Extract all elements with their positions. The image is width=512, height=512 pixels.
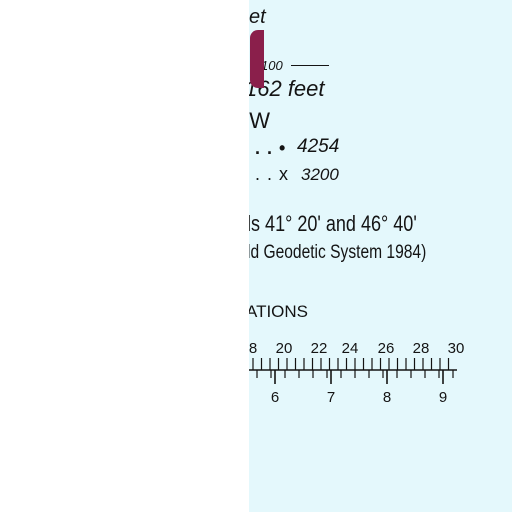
scale-bottom-label: 8	[383, 389, 391, 406]
scale-ticks	[249, 358, 457, 384]
contour-interval-line	[291, 65, 329, 66]
contour-interval-label: 100	[261, 58, 283, 73]
scale-top-label: 20	[276, 340, 293, 357]
corner-color-mark	[250, 30, 264, 88]
scale-top-label: 28	[413, 340, 430, 357]
spot-elevation-value-1: 4254	[297, 136, 340, 157]
latitude-range-text: ls 41° 20' and 46° 40'	[249, 211, 417, 236]
spot-elevation-leader-2: . . x	[255, 164, 290, 184]
meters-feet-conversion-scale: 8 20 22 24 26 28 30 6 7 8 9	[249, 340, 464, 406]
conversion-heading: ATIONS	[249, 302, 309, 321]
scale-bottom-label: 6	[271, 389, 279, 406]
scale-top-label: 22	[311, 340, 328, 357]
scale-bottom-label: 9	[439, 389, 447, 406]
scale-bottom-label: 7	[327, 389, 335, 406]
scale-top-label: 8	[249, 340, 257, 357]
scale-top-label: 24	[342, 340, 359, 357]
spot-elevation-value-2: 3200	[301, 165, 339, 184]
feet-fragment-text: et	[249, 6, 266, 28]
datum-text: ld Geodetic System 1984)	[249, 242, 427, 263]
scale-top-label: 26	[378, 340, 395, 357]
scale-top-labels: 8 20 22 24 26 28 30	[249, 340, 464, 357]
white-margin	[0, 0, 249, 512]
scale-top-label: 30	[448, 340, 465, 357]
direction-fragment-text: 'W	[249, 108, 270, 133]
spot-elevation-leader-1: . . •	[255, 138, 287, 158]
scale-bottom-labels: 6 7 8 9	[271, 389, 447, 406]
map-legend-panel: et 100 162 feet 'W . . • 4254 . . x 3200…	[249, 0, 512, 512]
